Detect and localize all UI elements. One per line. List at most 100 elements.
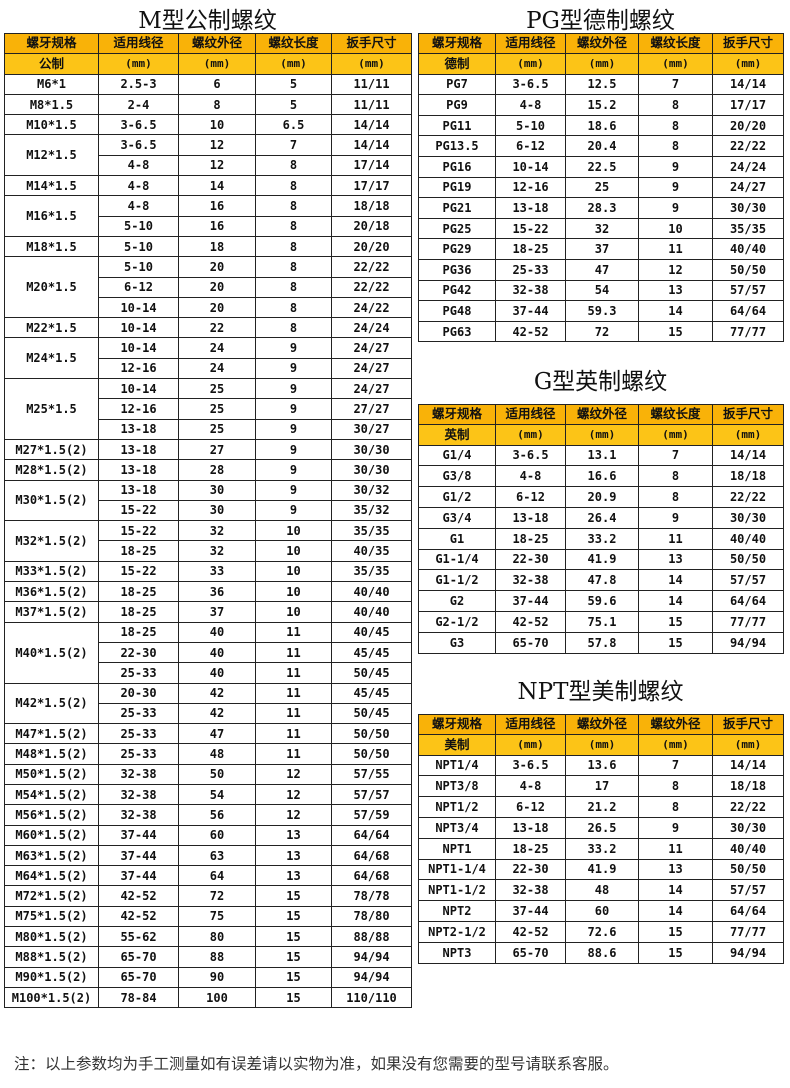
outer-diameter-cell: 48 bbox=[565, 879, 639, 902]
thread-length-cell: 8 bbox=[638, 135, 713, 157]
outer-diameter-cell: 21.2 bbox=[565, 796, 639, 818]
wrench-size-cell: 78/80 bbox=[331, 905, 412, 928]
wrench-size-cell: 22/22 bbox=[331, 256, 412, 278]
spec-cell: PG21 bbox=[418, 197, 496, 219]
thread-length-cell: 11 bbox=[255, 723, 332, 745]
wrench-size-cell: 40/45 bbox=[331, 621, 412, 643]
unit-label: (mm) bbox=[331, 53, 412, 75]
wire-diameter-cell: 25-33 bbox=[98, 723, 179, 745]
column-header: 扳手尺寸 bbox=[712, 713, 784, 736]
table-row: 22-30 40 11 45/45 bbox=[5, 641, 412, 664]
thread-length-cell: 11 bbox=[255, 702, 332, 725]
table-row: M12*1.5 3-6.5 12 7 14/14 bbox=[4, 134, 412, 177]
spec-cell: M27*1.5(2) bbox=[4, 438, 99, 461]
thread-length-cell: 15 bbox=[638, 920, 713, 943]
wrench-size-cell: 35/35 bbox=[331, 560, 412, 583]
table-row: G2 37-44 59.6 14 64/64 bbox=[418, 590, 784, 612]
wrench-size-cell: 14/14 bbox=[712, 754, 784, 777]
wire-diameter-cell: 13-18 bbox=[98, 479, 179, 501]
wrench-size-cell: 24/22 bbox=[331, 296, 412, 319]
wire-diameter-cell: 10-14 bbox=[98, 378, 179, 400]
outer-diameter-cell: 6 bbox=[178, 73, 256, 95]
pg-table-title: PG型德制螺纹 bbox=[526, 8, 675, 34]
thread-length-cell: 7 bbox=[638, 754, 713, 777]
table-row: M64*1.5(2) 37-44 64 13 64/68 bbox=[4, 865, 412, 887]
standard-label: 英制 bbox=[418, 424, 496, 446]
wrench-size-cell: 94/94 bbox=[712, 631, 784, 654]
table-row: M32*1.5(2) 15-22 32 10 35/35 bbox=[4, 520, 412, 562]
spec-cell: PG16 bbox=[418, 155, 496, 178]
wrench-size-cell: 22/22 bbox=[712, 796, 784, 818]
thread-length-cell: 14 bbox=[638, 879, 713, 902]
wire-diameter-cell: 6-12 bbox=[98, 276, 179, 298]
wire-diameter-cell: 25-33 bbox=[495, 258, 566, 281]
thread-length-cell: 10 bbox=[255, 560, 332, 583]
spec-cell: NPT1 bbox=[418, 837, 496, 860]
outer-diameter-cell: 64 bbox=[178, 865, 256, 887]
outer-diameter-cell: 33 bbox=[178, 560, 256, 583]
wrench-size-cell: 57/57 bbox=[331, 783, 412, 806]
outer-diameter-cell: 47.8 bbox=[565, 569, 639, 592]
header-row: 螺牙规格 适用线径 螺纹外径 螺纹长度 扳手尺寸 bbox=[418, 403, 784, 426]
spec-cell: PG48 bbox=[418, 300, 496, 322]
table-row: M27*1.5(2) 13-18 27 9 30/30 bbox=[4, 438, 412, 461]
wrench-size-cell: 50/45 bbox=[331, 702, 412, 725]
m-table-title: M型公制螺纹 bbox=[138, 8, 277, 34]
wrench-size-cell: 30/30 bbox=[712, 816, 784, 839]
outer-diameter-cell: 47 bbox=[178, 723, 256, 745]
wrench-size-cell: 24/27 bbox=[331, 378, 412, 400]
table-row: M100*1.5(2) 78-84 100 15 110/110 bbox=[4, 986, 412, 1009]
spec-cell: M10*1.5 bbox=[4, 114, 99, 136]
unit-label: (mm) bbox=[565, 53, 639, 75]
g-thread-table: 螺牙规格 适用线径 螺纹外径 螺纹长度 扳手尺寸 英制 (mm) (mm) (mm) (mm) G1… bbox=[418, 403, 784, 654]
wire-diameter-cell: 32-38 bbox=[495, 279, 566, 302]
table-row: 25-33 40 11 50/45 bbox=[5, 662, 412, 684]
column-header: 螺纹长度 bbox=[255, 32, 332, 55]
wrench-size-cell: 64/64 bbox=[331, 824, 412, 846]
thread-length-cell: 13 bbox=[255, 865, 332, 887]
thread-length-cell: 10 bbox=[255, 520, 332, 542]
wire-diameter-cell: 25-33 bbox=[98, 662, 179, 684]
wire-diameter-cell: 13-18 bbox=[98, 459, 179, 481]
spec-cell: M60*1.5(2) bbox=[4, 824, 99, 846]
table-row: M28*1.5(2) 13-18 28 9 30/30 bbox=[4, 459, 412, 481]
wire-diameter-cell: 15-22 bbox=[495, 217, 566, 240]
column-header: 螺牙规格 bbox=[4, 32, 99, 55]
table-row: PG42 32-38 54 13 57/57 bbox=[418, 279, 784, 302]
table-row: PG36 25-33 47 12 50/50 bbox=[418, 258, 784, 281]
column-header: 螺纹外径 bbox=[638, 713, 713, 736]
wrench-size-cell: 94/94 bbox=[331, 966, 412, 988]
wire-diameter-cell: 15-22 bbox=[98, 520, 179, 542]
wire-diameter-cell: 5-10 bbox=[495, 114, 566, 137]
thread-length-cell: 10 bbox=[638, 217, 713, 240]
thread-length-cell: 15 bbox=[638, 610, 713, 633]
outer-diameter-cell: 28.3 bbox=[565, 197, 639, 219]
wrench-size-cell: 30/27 bbox=[331, 418, 412, 440]
outer-diameter-cell: 54 bbox=[178, 783, 256, 806]
wrench-size-cell: 22/22 bbox=[331, 276, 412, 298]
thread-length-cell: 8 bbox=[638, 114, 713, 137]
spec-cell: M72*1.5(2) bbox=[4, 885, 99, 907]
spec-cell: M100*1.5(2) bbox=[4, 986, 99, 1009]
spec-cell: G3/8 bbox=[418, 465, 496, 488]
wire-diameter-cell: 25-33 bbox=[98, 743, 179, 765]
outer-diameter-cell: 56 bbox=[178, 804, 256, 826]
spec-cell: M75*1.5(2) bbox=[4, 905, 99, 928]
column-header: 适用线径 bbox=[495, 713, 566, 736]
outer-diameter-cell: 26.5 bbox=[565, 816, 639, 839]
thread-length-cell: 14 bbox=[638, 569, 713, 592]
wrench-size-cell: 40/40 bbox=[712, 527, 784, 550]
thread-length-cell: 14 bbox=[638, 900, 713, 922]
wire-diameter-cell: 18-25 bbox=[495, 837, 566, 860]
wrench-size-cell: 94/94 bbox=[712, 941, 784, 964]
outer-diameter-cell: 28 bbox=[178, 459, 256, 481]
thread-length-cell: 8 bbox=[255, 215, 332, 237]
header-row: 螺牙规格 适用线径 螺纹外径 螺纹外径 扳手尺寸 bbox=[418, 713, 784, 736]
table-row: M40*1.5(2) 18-25 40 11 40/45 bbox=[4, 621, 412, 684]
thread-length-cell: 13 bbox=[255, 844, 332, 867]
standard-label: 德制 bbox=[418, 53, 496, 75]
table-row: G3/8 4-8 16.6 8 18/18 bbox=[418, 465, 784, 488]
spec-cell: PG25 bbox=[418, 217, 496, 240]
thread-length-cell: 15 bbox=[255, 905, 332, 928]
table-row: PG13.5 6-12 20.4 8 22/22 bbox=[418, 135, 784, 157]
